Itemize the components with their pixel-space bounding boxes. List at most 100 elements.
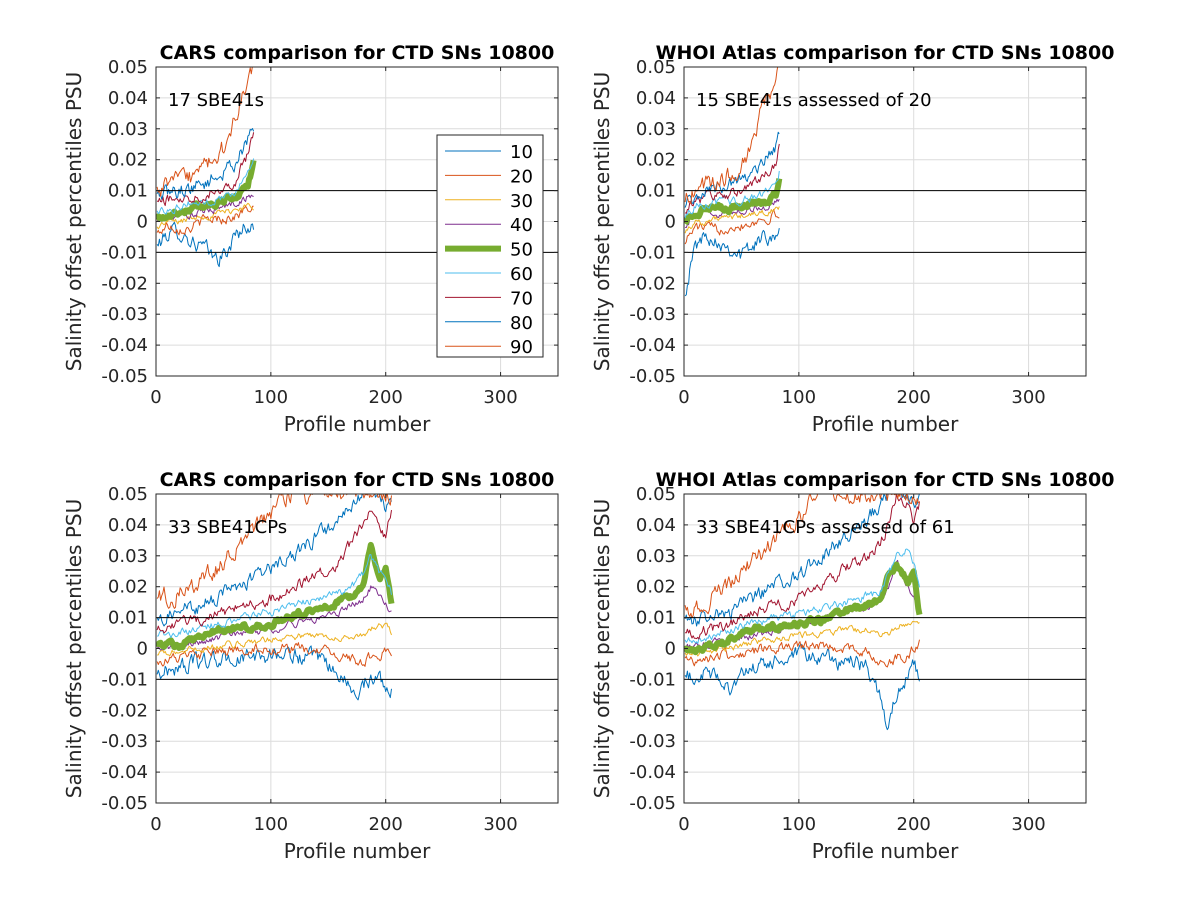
series-line-60 — [156, 554, 392, 639]
x-tick-label: 300 — [483, 387, 517, 408]
y-tick-label: -0.02 — [101, 700, 148, 721]
y-tick-label: 0.04 — [636, 515, 676, 536]
y-tick-label: 0.01 — [108, 181, 148, 202]
series-line-60 — [156, 158, 255, 215]
annotation-text: 15 SBE41s assessed of 20 — [696, 90, 932, 111]
y-tick-label: 0.05 — [636, 484, 676, 505]
legend-label: 70 — [510, 288, 533, 309]
series-line-30 — [157, 622, 392, 657]
series-line-90 — [156, 494, 392, 609]
chart-title: WHOI Atlas comparison for CTD SNs 10800 — [656, 42, 1115, 64]
series-line-90 — [156, 67, 253, 197]
series-line-70 — [684, 494, 920, 640]
x-tick-label: 300 — [1011, 387, 1045, 408]
x-tick-label: 300 — [1011, 814, 1045, 835]
series-line-50 — [684, 178, 783, 226]
y-tick-label: -0.05 — [101, 793, 148, 814]
series-line-80 — [156, 494, 392, 627]
x-axis-label: Profile number — [284, 412, 431, 436]
y-tick-label: -0.05 — [101, 366, 148, 387]
y-tick-label: 0.02 — [636, 150, 676, 171]
y-tick-label: -0.04 — [101, 335, 148, 356]
x-tick-label: 100 — [782, 814, 816, 835]
y-axis-label: Salinity offset percentiles PSU — [590, 72, 614, 371]
series-line-90 — [684, 67, 779, 205]
x-tick-label: 200 — [897, 387, 931, 408]
annotation-text: 33 SBE41CPs assessed of 61 — [696, 517, 955, 538]
y-tick-label: 0 — [665, 212, 676, 233]
legend: 10 20 30 40 50 60 70 80 90 — [436, 134, 544, 358]
x-axis-label: Profile number — [284, 839, 431, 863]
series-line-70 — [684, 143, 780, 214]
y-tick-label: 0.01 — [636, 181, 676, 202]
series-group — [684, 494, 923, 731]
series-line-70 — [156, 132, 255, 207]
y-tick-label: 0.02 — [108, 150, 148, 171]
annotation-text: 33 SBE41CPs — [168, 517, 287, 538]
legend-label: 40 — [510, 215, 533, 236]
series-line-60 — [684, 170, 780, 219]
y-tick-label: 0.03 — [636, 546, 676, 567]
y-tick-label: -0.01 — [101, 242, 148, 263]
y-tick-label: -0.03 — [629, 304, 676, 325]
series-line-80 — [156, 128, 255, 200]
y-tick-label: 0.02 — [636, 577, 676, 598]
x-tick-label: 200 — [369, 814, 403, 835]
y-tick-label: -0.03 — [101, 731, 148, 752]
series-group — [156, 67, 257, 268]
y-tick-label: 0.03 — [108, 546, 148, 567]
legend-label: 80 — [510, 313, 533, 334]
y-tick-label: -0.04 — [629, 762, 676, 783]
y-tick-label: -0.02 — [629, 273, 676, 294]
x-tick-label: 100 — [254, 387, 288, 408]
subplot-3: 0 100 200 300 -0.05 -0.04 -0.03 -0.02 -0.01 0 0.01… — [62, 469, 559, 863]
y-tick-label: -0.03 — [629, 731, 676, 752]
series-line-20 — [156, 642, 392, 667]
series-line-80 — [684, 131, 780, 208]
annotation-text: 17 SBE41s — [168, 90, 264, 111]
y-tick-label: -0.05 — [629, 366, 676, 387]
y-tick-label: -0.05 — [629, 793, 676, 814]
y-tick-label: 0.04 — [108, 88, 148, 109]
legend-label: 20 — [510, 166, 533, 187]
subplot-4: 0 100 200 300 -0.05 -0.04 -0.03 -0.02 -0.01 0 0.01… — [590, 469, 1114, 863]
y-tick-label: 0.05 — [108, 57, 148, 78]
legend-label: 10 — [510, 142, 533, 163]
x-tick-label: 300 — [483, 814, 517, 835]
y-tick-label: 0.01 — [636, 608, 676, 629]
x-tick-label: 200 — [369, 387, 403, 408]
y-tick-label: -0.01 — [629, 242, 676, 263]
y-tick-label: -0.02 — [629, 700, 676, 721]
series-line-50 — [156, 541, 395, 651]
series-line-10 — [156, 221, 255, 268]
x-tick-label: 200 — [897, 814, 931, 835]
y-tick-label: 0.04 — [108, 515, 148, 536]
y-tick-label: 0.01 — [108, 608, 148, 629]
legend-label: 90 — [510, 337, 533, 358]
y-tick-label: 0.04 — [636, 88, 676, 109]
x-axis-label: Profile number — [812, 412, 959, 436]
x-axis-label: Profile number — [812, 839, 959, 863]
series-line-30 — [156, 202, 254, 230]
y-tick-label: -0.04 — [629, 335, 676, 356]
y-tick-label: 0.05 — [108, 484, 148, 505]
series-line-30 — [684, 621, 920, 657]
legend-label: 60 — [510, 264, 533, 285]
y-axis-label: Salinity offset percentiles PSU — [62, 72, 86, 371]
series-line-30 — [684, 206, 780, 234]
y-tick-label: 0.05 — [636, 57, 676, 78]
series-group — [156, 494, 395, 701]
y-tick-label: -0.01 — [101, 669, 148, 690]
series-line-70 — [156, 510, 392, 634]
x-tick-label: 0 — [150, 814, 161, 835]
legend-label: 50 — [510, 240, 533, 261]
subplot-1: 0 100 200 300 -0.05 -0.04 -0.03 -0.02 -0.01 0 0.01… — [62, 42, 559, 436]
y-axis-label: Salinity offset percentiles PSU — [590, 499, 614, 798]
y-tick-label: 0 — [137, 212, 148, 233]
y-tick-label: 0.02 — [108, 577, 148, 598]
series-line-90 — [684, 494, 920, 619]
chart-title: CARS comparison for CTD SNs 10800 — [160, 42, 555, 64]
y-tick-label: -0.01 — [629, 669, 676, 690]
series-line-50 — [684, 561, 923, 656]
